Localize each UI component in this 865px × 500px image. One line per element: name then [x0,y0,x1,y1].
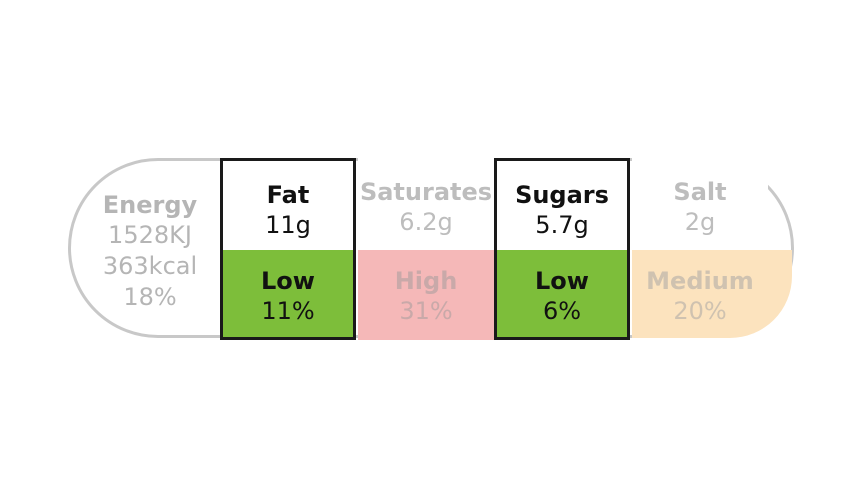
energy-percent: 18% [123,283,177,311]
fat-level-box: Low 11% [223,250,353,337]
energy-block: Energy 1528KJ 363kcal 18% [80,190,220,313]
saturates-percent: 31% [399,297,453,325]
saturates-amount: 6.2g [399,208,453,236]
saturates-name: Saturates [359,178,493,206]
energy-label: Energy [102,191,198,219]
salt-header: Salt 2g [632,158,768,250]
energy-kcal: 363kcal [102,252,198,280]
sugars-percent: 6% [542,297,582,325]
sugars-amount: 5.7g [535,211,589,239]
salt-level-box: Medium 20% [632,250,792,338]
fat-header: Fat 11g [223,161,353,250]
saturates-level: High [394,267,458,295]
fat-cell: Fat 11g Low 11% [220,158,356,340]
sugars-level: Low [535,267,589,295]
fat-percent: 11% [261,297,315,325]
saturates-header: Saturates 6.2g [358,158,494,250]
salt-name: Salt [673,178,727,206]
salt-percent: 20% [673,297,727,325]
fat-amount: 11g [265,211,311,239]
saturates-level-box: High 31% [358,250,494,340]
sugars-name: Sugars [515,181,609,209]
salt-cell: Salt 2g Medium 20% [632,158,794,340]
salt-amount: 2g [684,208,716,236]
fat-level: Low [261,267,315,295]
sugars-cell: Sugars 5.7g Low 6% [494,158,630,340]
fat-name: Fat [266,181,310,209]
saturates-cell: Saturates 6.2g High 31% [358,158,494,340]
salt-level: Medium [646,267,754,295]
energy-kj: 1528KJ [108,221,192,249]
sugars-header: Sugars 5.7g [497,161,627,250]
sugars-level-box: Low 6% [497,250,627,337]
